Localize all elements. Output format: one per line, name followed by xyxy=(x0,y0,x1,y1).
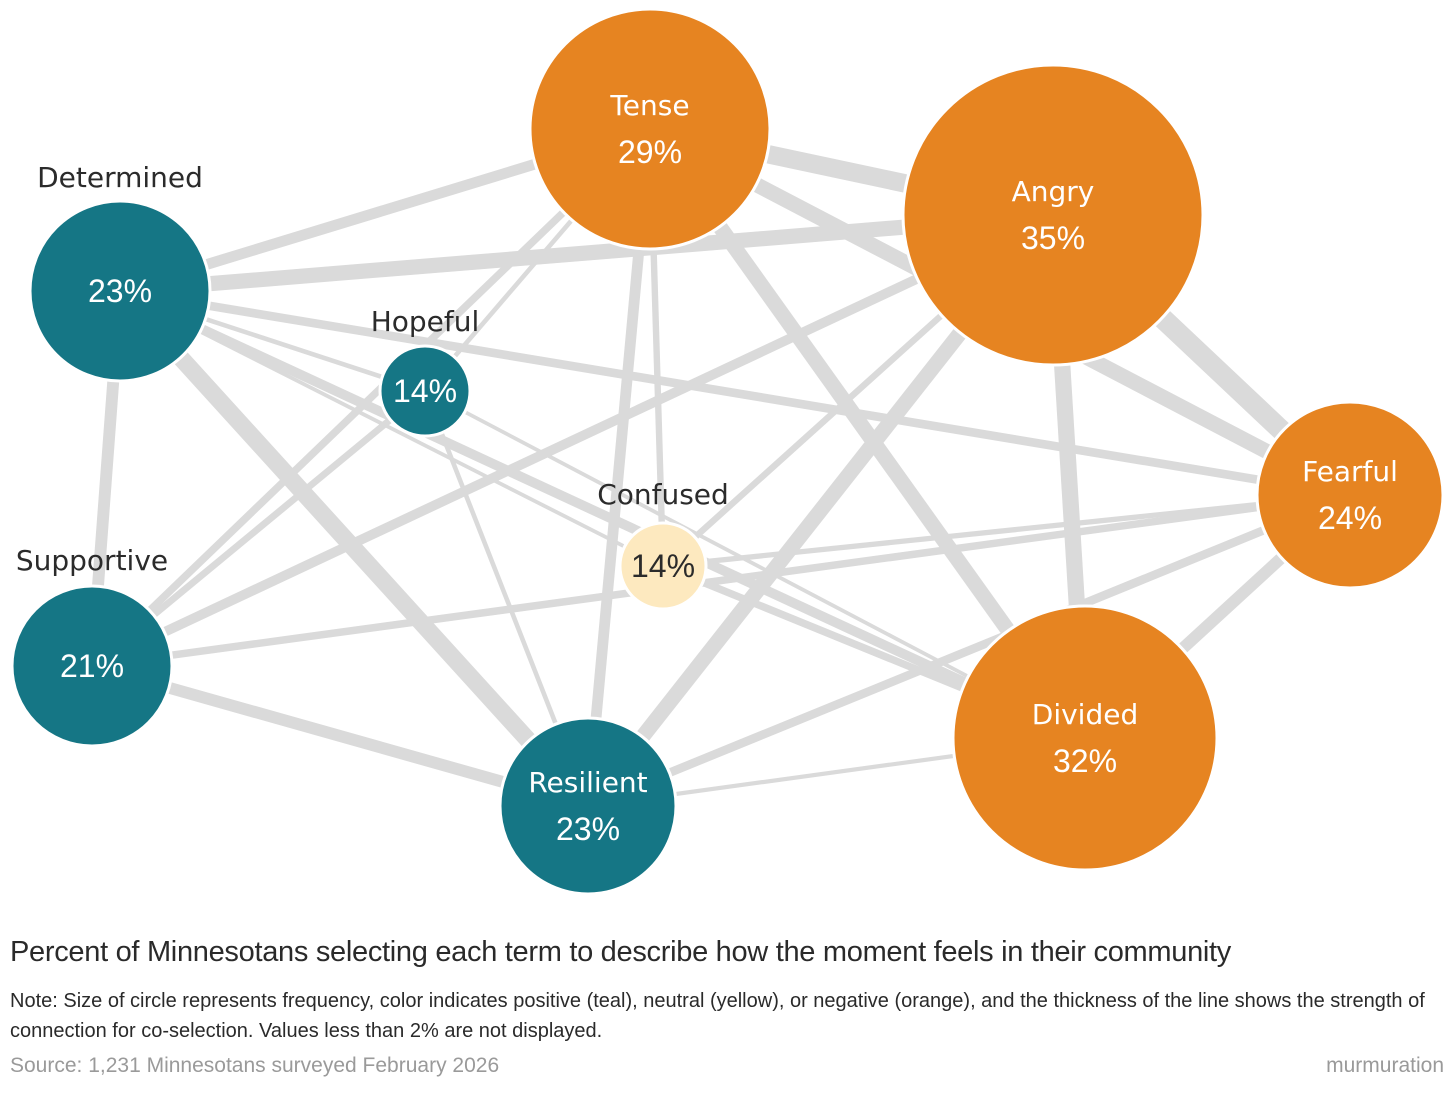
edge-resilient-fearful xyxy=(586,491,1352,810)
node-hopeful: Hopeful 14% xyxy=(371,305,480,438)
node-label-angry: Angry xyxy=(1012,175,1095,208)
node-label-tense: Tense xyxy=(609,89,689,122)
node-supportive: Supportive 21% xyxy=(10,544,174,748)
node-label-fearful: Fearful xyxy=(1302,455,1398,488)
node-value-divided: 32% xyxy=(1053,743,1117,779)
node-value-hopeful: 14% xyxy=(393,373,457,409)
node-value-confused: 14% xyxy=(631,548,695,584)
node-value-angry: 35% xyxy=(1021,220,1085,256)
node-label-hopeful: Hopeful xyxy=(371,305,480,338)
node-value-fearful: 24% xyxy=(1318,500,1382,536)
node-label-resilient: Resilient xyxy=(528,766,647,799)
node-tense: Tense 29% xyxy=(528,7,772,251)
node-circle-hopeful xyxy=(378,344,472,438)
node-circle-divided xyxy=(951,604,1219,872)
node-angry: Angry 35% xyxy=(901,63,1205,367)
edge-supportive-tense xyxy=(89,126,653,669)
edge-supportive-fearful xyxy=(91,491,1351,670)
node-divided: Divided 32% xyxy=(951,604,1219,872)
nodes-layer: Determined 23% Hopeful 14% Supportive 21% Resi… xyxy=(10,7,1445,896)
edge-confused-fearful xyxy=(662,492,1351,569)
node-value-tense: 29% xyxy=(618,134,682,170)
node-value-determined: 23% xyxy=(88,273,152,309)
edge-determined-angry xyxy=(119,207,1054,299)
node-fearful: Fearful 24% xyxy=(1255,400,1445,590)
node-circle-angry xyxy=(901,63,1205,367)
node-label-confused: Confused xyxy=(597,478,729,511)
chart-caption: Percent of Minnesotans selecting each te… xyxy=(10,936,1232,968)
edge-determined-divided xyxy=(117,286,1088,743)
node-label-divided: Divided xyxy=(1032,698,1138,731)
edge-determined-resilient xyxy=(113,285,595,812)
node-value-supportive: 21% xyxy=(60,648,124,684)
network-diagram: Determined 23% Hopeful 14% Supportive 21% Resi… xyxy=(10,7,1445,896)
brand-logo-text: murmuration xyxy=(1326,1054,1444,1077)
node-circle-tense xyxy=(528,7,772,251)
chart-note: Note: Size of circle represents frequenc… xyxy=(10,990,1425,1042)
node-value-resilient: 23% xyxy=(556,811,620,847)
edge-supportive-angry xyxy=(89,210,1056,671)
node-circle-confused xyxy=(618,521,708,611)
node-circle-resilient xyxy=(498,716,678,896)
source-text: Source: 1,231 Minnesotans surveyed Febru… xyxy=(10,1054,500,1077)
edge-determined-confused xyxy=(119,289,664,568)
node-label-supportive: Supportive xyxy=(16,544,168,577)
edge-determined-fearful xyxy=(119,286,1351,500)
node-confused: Confused 14% xyxy=(597,478,729,611)
node-label-determined: Determined xyxy=(37,161,203,194)
node-circle-fearful xyxy=(1255,400,1445,590)
node-circle-supportive xyxy=(10,584,174,748)
node-circle-determined xyxy=(28,199,212,383)
node-determined: Determined 23% xyxy=(28,161,212,383)
node-resilient: Resilient 23% xyxy=(498,716,678,896)
